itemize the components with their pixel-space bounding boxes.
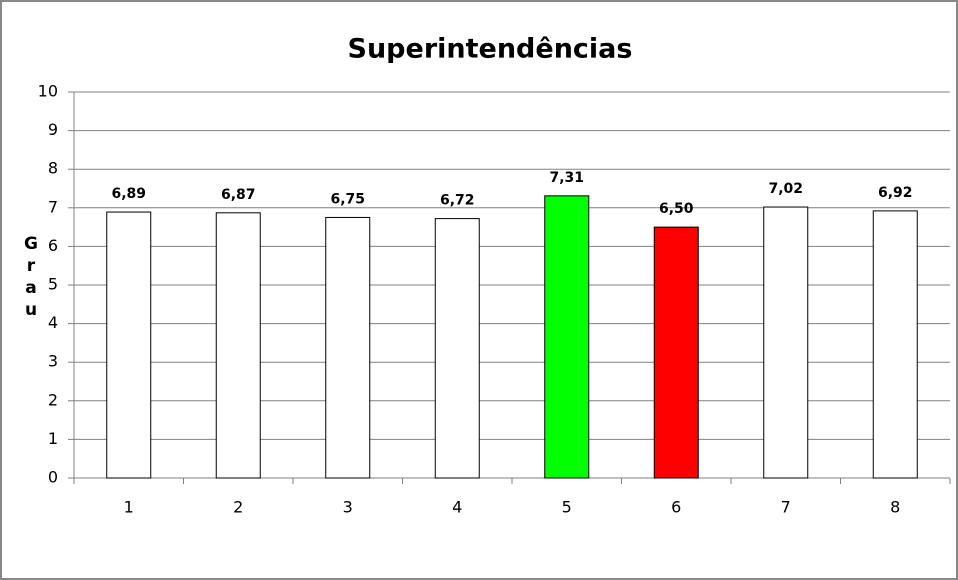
value-label: 6,89 xyxy=(111,186,146,202)
value-label: 6,87 xyxy=(221,187,256,203)
x-tick-label: 4 xyxy=(452,498,462,517)
x-tick-label: 5 xyxy=(562,498,572,517)
y-tick-label: 10 xyxy=(38,82,58,101)
bar xyxy=(544,195,590,479)
y-tick-label: 6 xyxy=(48,236,58,255)
bar xyxy=(215,212,261,479)
y-tick-label: 5 xyxy=(48,275,58,294)
bar xyxy=(325,216,371,479)
y-tick-label: 3 xyxy=(48,352,58,371)
y-tick-label: 9 xyxy=(48,120,58,139)
x-tick-label: 1 xyxy=(124,498,134,517)
x-tick-label: 3 xyxy=(343,498,353,517)
y-tick-label: 4 xyxy=(48,313,58,332)
y-tick-label: 8 xyxy=(48,159,58,178)
bar xyxy=(872,210,918,479)
y-tick-label: 7 xyxy=(48,197,58,216)
x-tick-label: 2 xyxy=(233,498,243,517)
y-tick-label: 1 xyxy=(48,429,58,448)
value-label: 6,92 xyxy=(878,185,913,201)
value-label: 6,75 xyxy=(330,191,365,207)
x-tick-label: 8 xyxy=(890,498,900,517)
value-label: 7,02 xyxy=(768,181,803,197)
y-axis-label: Grau xyxy=(21,234,41,322)
bar xyxy=(106,211,152,479)
bar xyxy=(653,226,699,479)
y-tick-label: 0 xyxy=(48,468,58,487)
bar xyxy=(434,218,480,479)
value-label: 6,50 xyxy=(659,201,694,217)
y-tick-label: 2 xyxy=(48,390,58,409)
chart-title: Superintendências xyxy=(348,34,633,65)
value-label: 6,72 xyxy=(440,193,475,209)
x-tick-label: 6 xyxy=(671,498,681,517)
bar xyxy=(763,206,809,479)
x-tick-label: 7 xyxy=(781,498,791,517)
value-label: 7,31 xyxy=(549,170,584,186)
